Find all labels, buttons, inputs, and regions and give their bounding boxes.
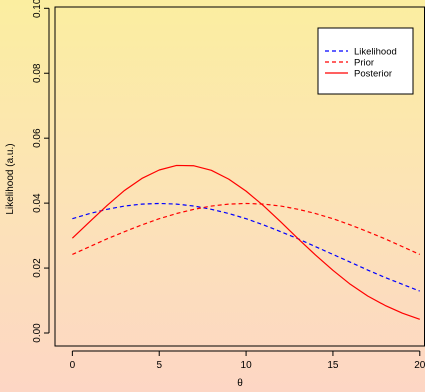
y-tick-label: 0.08: [32, 63, 43, 83]
y-tick-label: 0.06: [32, 128, 43, 148]
y-axis-label: Likelihood (a.u.): [5, 143, 16, 214]
y-tick-label: 0.02: [32, 258, 43, 278]
legend-label-prior: Prior: [354, 58, 374, 69]
legend-label-posterior: Posterior: [354, 69, 392, 80]
x-tick-label: 0: [70, 360, 76, 371]
legend-label-likelihood: Likelihood: [354, 47, 397, 58]
series-line-prior: [72, 202, 421, 255]
x-axis-label: θ: [237, 378, 243, 389]
y-tick-label: 0.04: [32, 193, 43, 213]
series-line-posterior: [71, 164, 420, 320]
x-tick-label: 15: [327, 360, 339, 371]
y-tick-label: 0.10: [32, 0, 43, 18]
x-tick-label: 20: [414, 360, 425, 371]
axes-group: 0 5 10 15 20 0.00 0.02 0.04 0.06 0.08 0.10: [32, 0, 425, 371]
legend-box: [317, 27, 414, 95]
y-tick-label: 0.00: [32, 323, 43, 343]
x-tick-label: 5: [156, 360, 162, 371]
x-tick-label: 10: [241, 360, 253, 371]
series-line-likelihood: [72, 202, 421, 292]
series-group: [71, 164, 421, 320]
